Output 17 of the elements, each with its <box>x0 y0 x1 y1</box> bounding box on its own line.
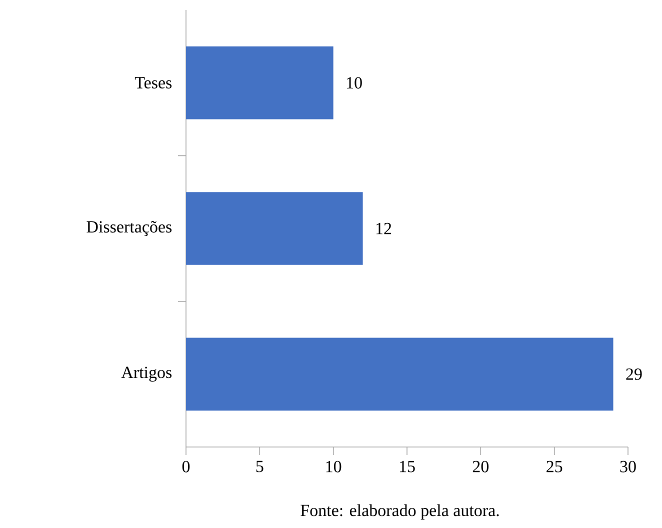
x-tick-label: 20 <box>472 460 489 472</box>
x-tick-label: 30 <box>620 460 636 472</box>
x-tick-label: 25 <box>546 460 562 472</box>
y-tick-label: Artigos <box>121 366 172 382</box>
x-tick-label: 0 <box>182 460 190 472</box>
bar <box>186 192 363 265</box>
data-label: 12 <box>376 222 392 234</box>
x-tick-label: 15 <box>400 460 415 472</box>
source-note: Fonte: elaborado pela autora. <box>300 504 499 520</box>
data-label: 29 <box>626 368 642 380</box>
y-tick-label: Teses <box>134 77 172 88</box>
bar <box>186 338 614 411</box>
x-tick-label: 5 <box>256 460 264 472</box>
x-tick-label: 10 <box>326 460 342 472</box>
data-label: 10 <box>347 77 362 89</box>
y-tick-label: Dissertações <box>86 220 172 236</box>
bar <box>186 46 334 120</box>
